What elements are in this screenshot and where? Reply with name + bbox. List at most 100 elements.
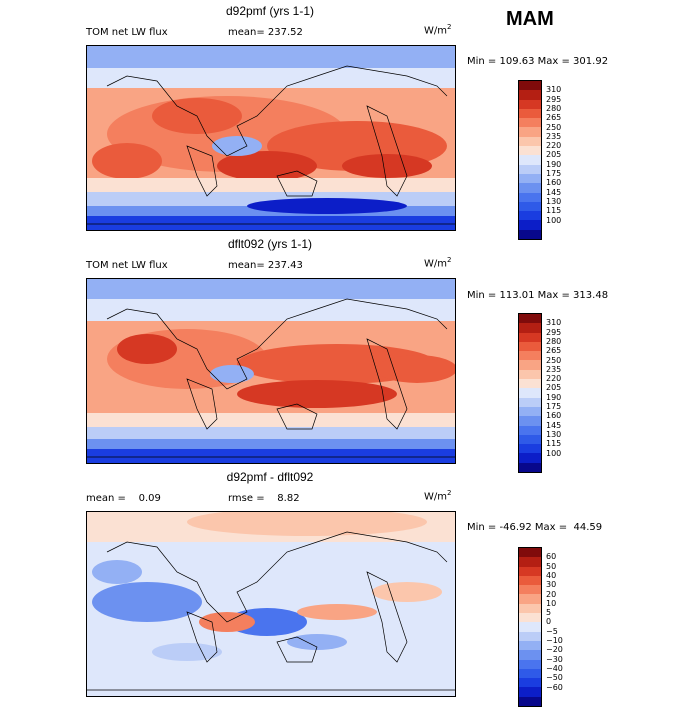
panel-3-units: W/m2 — [424, 489, 452, 503]
colorbar-tick-label: 100 — [546, 448, 562, 458]
colorbar-tick-label: 280 — [546, 103, 562, 113]
panel-1-colorbar — [518, 80, 542, 241]
panel-1-mean-label: mean= 237.52 — [228, 27, 303, 38]
panel-1-units: W/m2 — [424, 23, 452, 37]
colorbar-tick-label: 145 — [546, 187, 562, 197]
colorbar-segment — [519, 183, 541, 193]
colorbar-segment — [519, 425, 541, 435]
colorbar-segment — [519, 462, 541, 473]
panel-2-minmax: Min = 113.01 Max = 313.48 — [467, 290, 609, 301]
colorbar-segment — [519, 90, 541, 100]
colorbar-tick-label: 250 — [546, 122, 562, 132]
colorbar-tick-label: −20 — [546, 645, 563, 655]
colorbar-tick-label: −30 — [546, 654, 563, 664]
colorbar-tick-label: 220 — [546, 141, 562, 151]
colorbar-segment — [519, 640, 541, 651]
panel-2-field-label: TOM net LW flux — [86, 260, 168, 271]
colorbar-tick-label: 310 — [546, 318, 562, 328]
colorbar-tick-label: 160 — [546, 178, 562, 188]
colorbar-segment — [519, 229, 541, 240]
colorbar-segment — [519, 323, 541, 333]
colorbar-tick-label: 130 — [546, 196, 562, 206]
colorbar-segment — [519, 696, 541, 707]
panel-1-field-label: TOM net LW flux — [86, 27, 168, 38]
colorbar-tick-label: 205 — [546, 150, 562, 160]
colorbar-tick-label: 295 — [546, 94, 562, 104]
colorbar-segment — [519, 360, 541, 370]
colorbar-tick-label: 190 — [546, 159, 562, 169]
season-label: MAM — [506, 8, 554, 30]
panel-1-minmax: Min = 109.63 Max = 301.92 — [467, 56, 609, 67]
colorbar-segment — [519, 548, 541, 558]
colorbar-tick-label: 265 — [546, 113, 562, 123]
colorbar-segment — [519, 594, 541, 604]
colorbar-segment — [519, 585, 541, 595]
colorbar-segment — [519, 687, 541, 697]
colorbar-segment — [519, 613, 541, 623]
colorbar-segment — [519, 668, 541, 679]
colorbar-segment — [519, 622, 541, 632]
colorbar-segment — [519, 341, 541, 352]
colorbar-segment — [519, 603, 541, 614]
colorbar-segment — [519, 631, 541, 641]
colorbar-segment — [519, 201, 541, 212]
panel-2-map — [86, 278, 456, 464]
colorbar-tick-label: 220 — [546, 374, 562, 384]
colorbar-tick-label: 50 — [546, 561, 557, 571]
panel-3-title: d92pmf - dflt092 — [226, 470, 314, 484]
colorbar-segment — [519, 434, 541, 445]
colorbar-segment — [519, 136, 541, 147]
colorbar-segment — [519, 388, 541, 398]
colorbar-segment — [519, 155, 541, 165]
panel-3-minmax: Min = -46.92 Max = 44.59 — [467, 522, 603, 533]
colorbar-tick-label: 130 — [546, 429, 562, 439]
colorbar-segment — [519, 99, 541, 109]
panel-2-mean-label: mean= 237.43 — [228, 260, 303, 271]
colorbar-segment — [519, 127, 541, 137]
colorbar-segment — [519, 557, 541, 567]
colorbar-segment — [519, 173, 541, 184]
colorbar-tick-label: 115 — [546, 439, 562, 449]
colorbar-tick-label: 310 — [546, 85, 562, 95]
colorbar-tick-label: 295 — [546, 327, 562, 337]
colorbar-tick-label: 100 — [546, 215, 562, 225]
panel-3-map — [86, 511, 456, 697]
colorbar-segment — [519, 108, 541, 119]
colorbar-segment — [519, 453, 541, 463]
colorbar-tick-label: 0 — [546, 617, 552, 627]
colorbar-segment — [519, 678, 541, 688]
colorbar-tick-label: 235 — [546, 131, 562, 141]
colorbar-segment — [519, 332, 541, 342]
colorbar-segment — [519, 220, 541, 230]
colorbar-segment — [519, 444, 541, 454]
colorbar-segment — [519, 406, 541, 417]
colorbar-segment — [519, 416, 541, 426]
panel-3-rmse-label: rmse = 8.82 — [228, 493, 300, 504]
colorbar-segment — [519, 575, 541, 586]
colorbar-tick-label: −10 — [546, 636, 563, 645]
colorbar-segment — [519, 164, 541, 174]
colorbar-tick-label: 20 — [546, 589, 557, 599]
colorbar-segment — [519, 211, 541, 221]
colorbar-tick-label: 115 — [546, 206, 562, 216]
colorbar-tick-label: −50 — [546, 673, 563, 683]
panel-2-units: W/m2 — [424, 256, 452, 270]
colorbar-tick-label: 160 — [546, 411, 562, 421]
colorbar-segment — [519, 314, 541, 324]
colorbar-tick-label: −40 — [546, 663, 563, 673]
colorbar-tick-label: 280 — [546, 336, 562, 346]
colorbar-segment — [519, 192, 541, 202]
colorbar-tick-label: 145 — [546, 420, 562, 430]
colorbar-segment — [519, 118, 541, 128]
colorbar-tick-label: 265 — [546, 346, 562, 356]
colorbar-tick-label: −5 — [546, 626, 558, 636]
colorbar-segment — [519, 397, 541, 407]
colorbar-segment — [519, 650, 541, 660]
panel-2-title: dflt092 (yrs 1-1) — [227, 237, 313, 251]
colorbar-tick-label: 30 — [546, 580, 557, 590]
panel-2-colorbar — [518, 313, 542, 474]
colorbar-tick-label: 250 — [546, 355, 562, 365]
colorbar-segment — [519, 566, 541, 576]
colorbar-segment — [519, 351, 541, 361]
colorbar-tick-label: −60 — [546, 682, 563, 692]
